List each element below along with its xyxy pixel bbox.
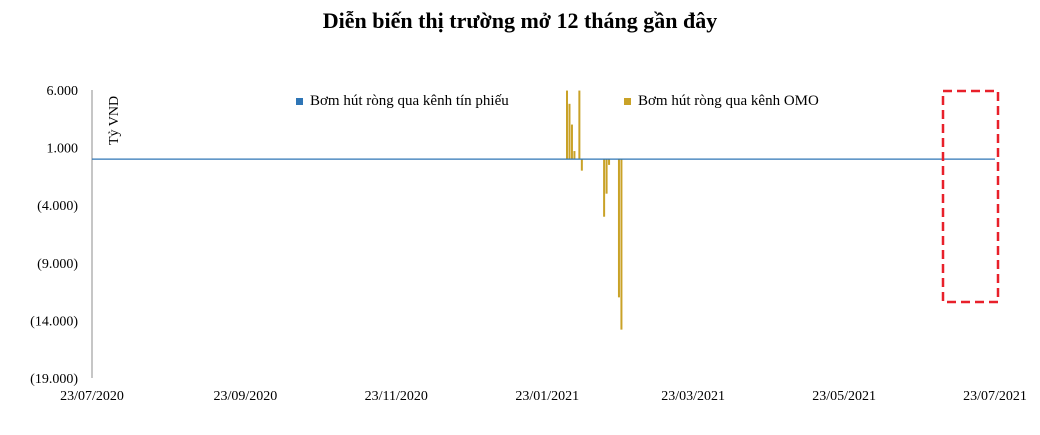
legend-swatch xyxy=(296,98,303,105)
x-tick-label: 23/07/2020 xyxy=(60,389,124,404)
y-tick-label: (14.000) xyxy=(30,314,78,329)
y-tick-label: 6.000 xyxy=(47,84,79,99)
y-tick-label: (19.000) xyxy=(30,372,78,387)
x-tick-label: 23/03/2021 xyxy=(661,389,725,404)
omo-bar xyxy=(603,159,606,217)
omo-bar xyxy=(617,159,620,298)
omo-bar xyxy=(578,90,581,160)
y-axis-unit-label: Tỷ VND xyxy=(107,96,122,145)
omo-bar xyxy=(608,159,611,165)
omo-bar xyxy=(580,159,583,171)
highlight-dashed-box xyxy=(941,89,1000,304)
omo-bar xyxy=(620,159,623,330)
omo-bar xyxy=(573,151,576,160)
y-tick-label: (9.000) xyxy=(37,257,78,272)
legend-swatch xyxy=(624,98,631,105)
chart-title: Diễn biến thị trường mở 12 tháng gần đây xyxy=(322,8,718,33)
x-tick-label: 23/07/2021 xyxy=(963,389,1027,404)
legend-label: Bơm hút ròng qua kênh OMO xyxy=(638,93,819,109)
omo-bar xyxy=(568,103,571,160)
y-tick-label: 1.000 xyxy=(47,142,79,157)
x-tick-label: 23/01/2021 xyxy=(515,389,579,404)
x-tick-label: 23/11/2020 xyxy=(365,389,428,404)
omo-bars xyxy=(566,90,623,330)
omo-bar xyxy=(570,124,573,160)
x-tick-label: 23/05/2021 xyxy=(812,389,876,404)
omo-bar xyxy=(605,159,608,194)
x-tick-label: 23/09/2020 xyxy=(213,389,277,404)
legend-label: Bơm hút ròng qua kênh tín phiếu xyxy=(310,93,509,109)
omo-bar xyxy=(566,90,569,160)
legend: Bơm hút ròng qua kênh tín phiếu Bơm hút r… xyxy=(296,93,819,109)
y-tick-label: (4.000) xyxy=(37,199,78,214)
x-axis: 23/07/2020 23/09/2020 23/11/2020 23/01/2021… xyxy=(60,389,1027,404)
y-axis: 6.000 1.000 (4.000) (9.000) (14.000) (19.000) xyxy=(30,84,93,387)
